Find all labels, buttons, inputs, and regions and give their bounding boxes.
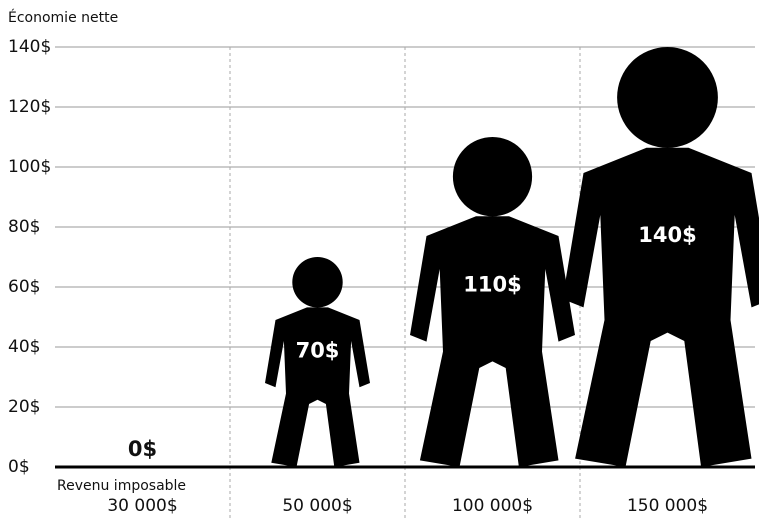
data-label: 110$: [463, 273, 521, 297]
y-tick-label: 20$: [8, 397, 40, 417]
y-tick-label: 140$: [8, 37, 51, 57]
data-label: 0$: [128, 437, 157, 461]
y-axis-title: Économie nette: [8, 9, 118, 26]
x-axis-title: Revenu imposable: [57, 478, 186, 494]
figure: [562, 47, 759, 467]
y-tick-label: 120$: [8, 97, 51, 117]
x-tick-label: 30 000$: [107, 496, 177, 516]
y-tick-label: 100$: [8, 157, 51, 177]
figure: [410, 136, 575, 467]
x-tick-label: 100 000$: [452, 496, 533, 516]
data-label: 140$: [638, 223, 696, 247]
y-tick-label: 0$: [8, 457, 30, 477]
x-tick-label: 150 000$: [627, 496, 708, 516]
data-label: 70$: [296, 339, 340, 363]
y-tick-label: 40$: [8, 337, 40, 357]
figure: [265, 257, 370, 467]
y-tick-label: 60$: [8, 277, 40, 297]
x-tick-label: 50 000$: [282, 496, 352, 516]
y-tick-label: 80$: [8, 217, 40, 237]
